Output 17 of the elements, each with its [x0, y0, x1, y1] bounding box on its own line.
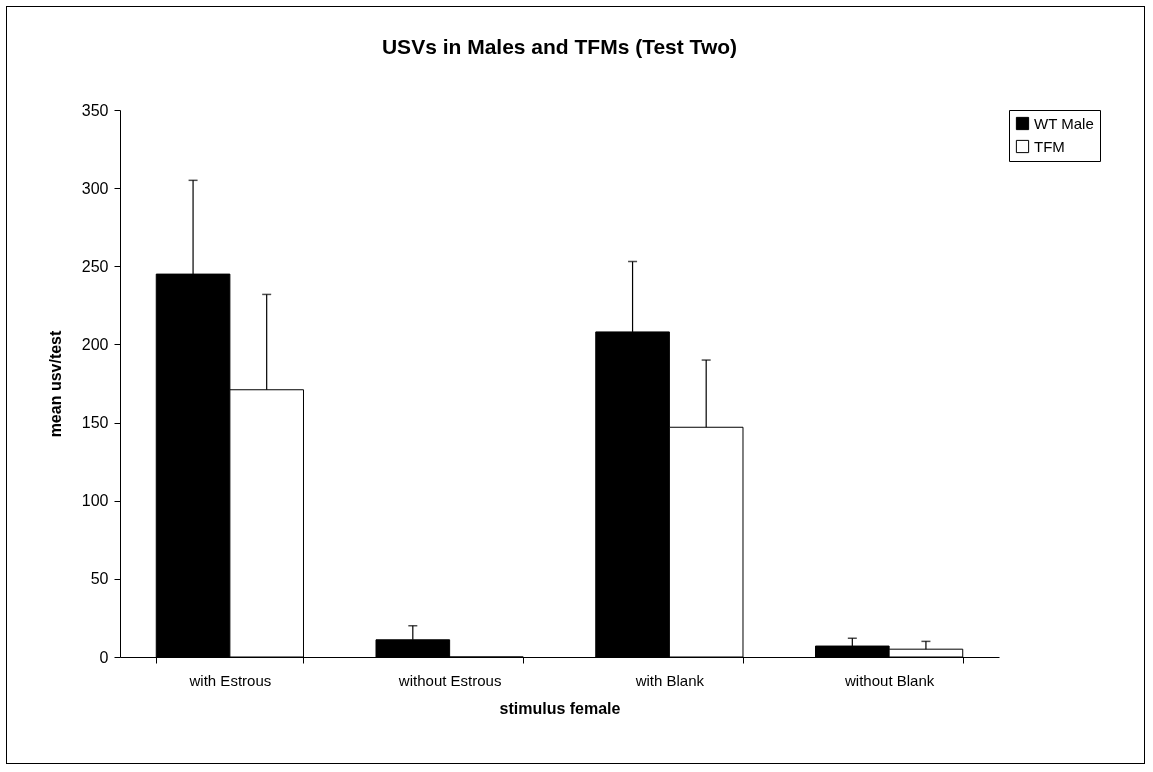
- y-tick-label: 50: [90, 570, 109, 588]
- y-axis-title: mean usv/test: [46, 329, 64, 438]
- y-tick-label: 250: [81, 257, 109, 275]
- y-tick-label: 150: [81, 414, 109, 432]
- y-tick-label: 200: [81, 335, 109, 353]
- y-tick-label: 0: [99, 648, 109, 666]
- x-tick-label: with Blank: [634, 671, 705, 689]
- legend-label: TFM: [1034, 137, 1065, 155]
- chart-title: USVs in Males and TFMs (Test Two): [381, 35, 738, 58]
- y-tick-label: 300: [81, 179, 109, 197]
- x-tick-label: with Estrous: [188, 671, 272, 689]
- y-tick-label: 350: [81, 101, 109, 119]
- x-tick-label: without Estrous: [397, 671, 502, 689]
- y-tick-label: 100: [81, 492, 109, 510]
- x-tick-label: without Blank: [844, 671, 935, 689]
- x-axis-title: stimulus female: [499, 699, 621, 717]
- legend-label: WT Male: [1034, 114, 1094, 132]
